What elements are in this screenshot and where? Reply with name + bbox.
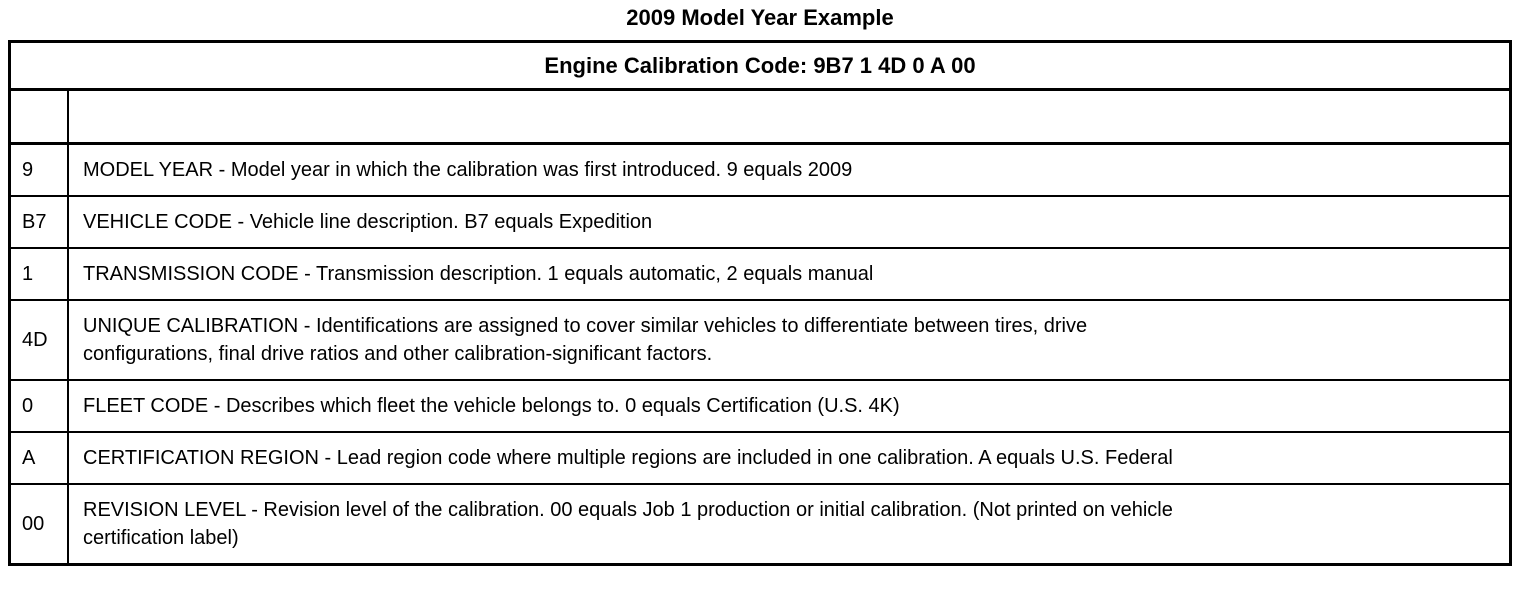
page-title: 2009 Model Year Example [626,5,894,30]
code-cell: 1 [11,249,69,299]
description-cell: FLEET CODE - Describes which fleet the v… [83,395,900,417]
table-row-revision-level: 00 REVISION LEVEL - Revision level of th… [11,485,1509,563]
code-cell: 9 [11,145,69,195]
description-cell: UNIQUE CALIBRATION - Identifications are… [83,315,1088,365]
table-row-vehicle-code: B7 VEHICLE CODE - Vehicle line descripti… [11,197,1509,249]
table-row-blank [11,91,1509,145]
code-cell: 00 [11,485,69,563]
table-header-engine-calibration-code: Engine Calibration Code: 9B7 1 4D 0 A 00 [11,43,1509,91]
calibration-code-table: Engine Calibration Code: 9B7 1 4D 0 A 00… [8,40,1512,566]
description-cell: CERTIFICATION REGION - Lead region code … [83,447,1173,469]
description-cell: REVISION LEVEL - Revision level of the c… [83,499,1173,549]
description-cell: TRANSMISSION CODE - Transmission descrip… [83,263,874,285]
code-cell: 4D [11,301,69,379]
table-row-fleet-code: 0 FLEET CODE - Describes which fleet the… [11,381,1509,433]
description-cell [69,91,1509,142]
code-cell [11,91,69,142]
description-cell: VEHICLE CODE - Vehicle line description.… [83,211,653,233]
table-row-unique-calibration: 4D UNIQUE CALIBRATION - Identifications … [11,301,1509,381]
table-row-model-year: 9 MODEL YEAR - Model year in which the c… [11,145,1509,197]
description-cell: MODEL YEAR - Model year in which the cal… [83,159,853,181]
table-row-transmission-code: 1 TRANSMISSION CODE - Transmission descr… [11,249,1509,301]
code-cell: 0 [11,381,69,431]
code-cell: B7 [11,197,69,247]
table-row-certification-region: A CERTIFICATION REGION - Lead region cod… [11,433,1509,485]
code-cell: A [11,433,69,483]
